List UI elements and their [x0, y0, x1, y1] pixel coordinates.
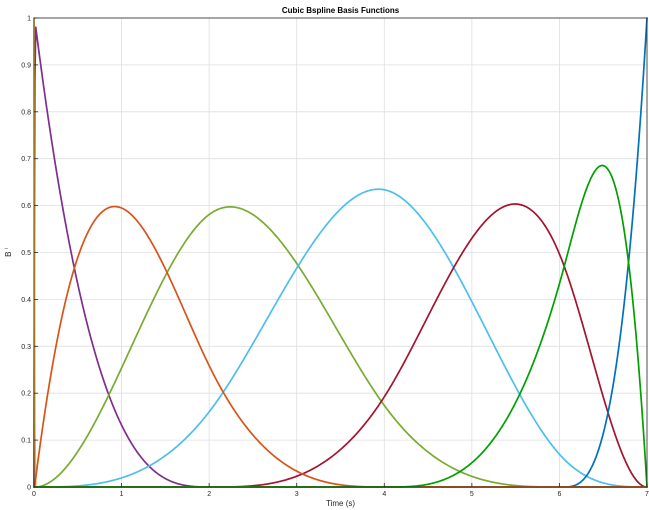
x-axis-label: Time (s): [326, 499, 355, 508]
x-tick-label: 4: [382, 491, 386, 498]
y-tick-label: 0.9: [21, 62, 31, 69]
y-axis-label-base: B: [4, 252, 13, 257]
y-tick-label: 0.2: [21, 391, 31, 398]
y-tick-label: 0.3: [21, 344, 31, 351]
y-tick-label: 0.6: [21, 203, 31, 210]
y-tick-label: 0.1: [21, 438, 31, 445]
y-tick-label: 0.7: [21, 156, 31, 163]
basis-curve-3: [33, 188, 648, 488]
y-axis-label-superscript: i: [4, 248, 10, 249]
x-tick-label: 7: [645, 491, 649, 498]
y-axis-label: B i: [4, 248, 13, 257]
y-tick-label: 0.5: [21, 250, 31, 257]
x-tick-label: 6: [557, 491, 561, 498]
y-tick-label: 0.8: [21, 109, 31, 116]
x-tick-label: 1: [120, 491, 124, 498]
x-tick-label: 2: [207, 491, 211, 498]
x-tick-label: 0: [32, 491, 36, 498]
y-tick-label: 0: [27, 485, 31, 492]
grid: [33, 17, 648, 488]
x-tick-label: 3: [295, 491, 299, 498]
chart-title: Cubic Bspline Basis Functions: [282, 6, 400, 15]
y-tick-label: 1: [27, 16, 31, 23]
x-tick-label: 5: [470, 491, 474, 498]
y-tick-label: 0.4: [21, 297, 31, 304]
ticks: 0 1 2 3 4 5 6 7 0 0.1 0.2 0.3 0.4 0.5 0.6 0.7 0.8 0.9 1: [21, 16, 649, 499]
